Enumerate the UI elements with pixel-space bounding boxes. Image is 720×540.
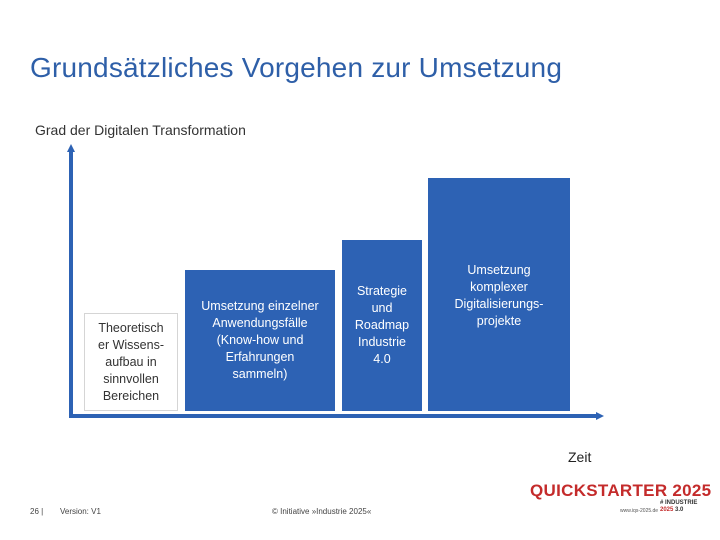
logo-url: www.iqs-2025.de [620,508,659,514]
stage-3-label: Strategie und Roadmap Industrie 4.0 [354,284,410,366]
stage-1-label: Theoretisch er Wissens- aufbau in sinnvo… [98,320,164,403]
page-number: 26 | [30,507,44,516]
copyright-text: © Initiative »Industrie 2025« [272,507,372,516]
slide-title: Grundsätzliches Vorgehen zur Umsetzung [30,52,563,83]
industrie-brand-line1: # INDUSTRIE [660,500,698,506]
stage-2-box: Umsetzung einzelner Anwendungsfälle (Kno… [185,270,335,411]
x-axis-label: Zeit [568,449,592,465]
industrie-brand-suffix: 3.0 [675,507,684,513]
quickstarter-logo: QUICKSTARTER 2025 [530,481,712,500]
stage-2-label: Umsetzung einzelner Anwendungsfälle (Kno… [201,299,319,381]
stage-4-box: Umsetzung komplexer Digitalisierungs- pr… [428,178,570,411]
industrie-brand: # INDUSTRIE 2025 3.0 [660,500,697,514]
stage-1-box: Theoretisch er Wissens- aufbau in sinnvo… [84,313,178,411]
version-label: Version: V1 [60,507,101,516]
industrie-brand-year: 2025 [660,507,674,513]
stage-4-label: Umsetzung komplexer Digitalisierungs- pr… [454,263,544,328]
y-axis-label: Grad der Digitalen Transformation [35,122,246,138]
stage-3-box: Strategie und Roadmap Industrie 4.0 [342,240,422,411]
